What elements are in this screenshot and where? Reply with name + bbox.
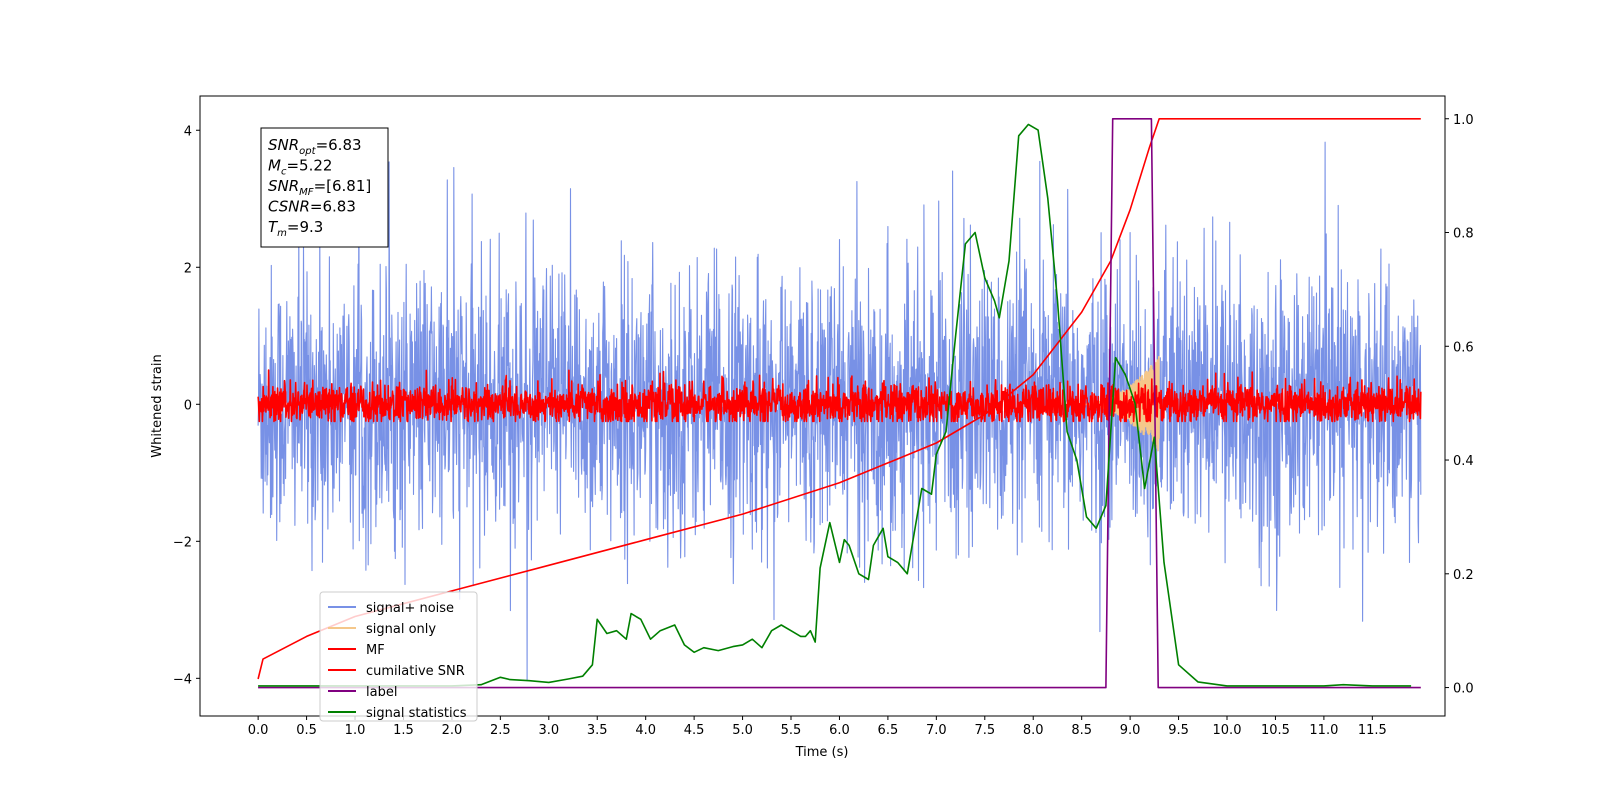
x-tick-label: 11.5: [1358, 723, 1387, 738]
y-tick-label: −2: [173, 535, 192, 550]
series-line-mf: [257, 369, 1422, 423]
y-axis-title: Whitened strain: [150, 354, 165, 457]
y2-tick-label: 0.0: [1453, 682, 1474, 697]
x-tick-label: 1.5: [393, 723, 414, 738]
x-tick-label: 7.5: [974, 723, 995, 738]
y-axis-right: 0.0 0.2 0.4 0.6 0.8 1.0: [1445, 113, 1474, 697]
x-tick-label: 4.0: [635, 723, 656, 738]
x-tick-label: 4.5: [684, 723, 705, 738]
x-tick-label: 2.5: [490, 723, 511, 738]
x-axis: 0.0 0.5 1.0 1.5 2.0 2.5 3.0 3.5 4.0 4.5 5.0 5.5 6.0 6…: [248, 716, 1387, 738]
annotation-line: SNRMF=[6.81]: [268, 177, 371, 198]
x-axis-title: Time (s): [795, 745, 849, 760]
legend-label: MF: [366, 643, 385, 658]
y2-tick-label: 0.2: [1453, 568, 1474, 583]
y2-tick-label: 1.0: [1453, 113, 1474, 128]
x-tick-label: 9.0: [1120, 723, 1141, 738]
x-tick-label: 11.0: [1309, 723, 1338, 738]
legend-label: signal statistics: [366, 706, 467, 721]
x-tick-label: 3.5: [587, 723, 608, 738]
y-tick-label: 0: [184, 398, 192, 413]
x-tick-label: 0.0: [248, 723, 269, 738]
y-tick-label: −4: [173, 672, 192, 687]
x-tick-label: 8.5: [1071, 723, 1092, 738]
x-tick-label: 3.0: [538, 723, 559, 738]
x-tick-label: 5.5: [781, 723, 802, 738]
y2-tick-label: 0.6: [1453, 340, 1474, 355]
legend: signal+ noise signal only MF cumilative SNR…: [319, 591, 478, 722]
y-axis-left: −4 −2 0 2 4: [173, 124, 200, 687]
y2-tick-label: 0.4: [1453, 454, 1474, 469]
series-line-signal-statistics: [258, 123, 1412, 687]
y-tick-label: 4: [184, 124, 192, 139]
legend-label: cumilative SNR: [366, 664, 465, 679]
legend-label: signal+ noise: [366, 601, 454, 616]
x-tick-label: 2.0: [442, 723, 463, 738]
series-line-label: [258, 118, 1421, 689]
plot-frame: [199, 95, 1446, 717]
legend-frame: [319, 591, 478, 722]
x-tick-label: 0.5: [296, 723, 317, 738]
x-tick-label: 6.5: [878, 723, 899, 738]
annotation-line: Tm=9.3: [268, 218, 323, 239]
x-tick-label: 9.5: [1168, 723, 1189, 738]
annotation-frame: [260, 127, 389, 248]
x-tick-label: 6.0: [829, 723, 850, 738]
legend-label: label: [366, 685, 397, 700]
y-tick-label: 2: [184, 261, 192, 276]
x-tick-label: 7.0: [926, 723, 947, 738]
annotation-line: SNRopt=6.83: [268, 136, 362, 157]
annotation-line: CSNR=6.83: [268, 198, 356, 216]
x-tick-label: 1.0: [345, 723, 366, 738]
y2-tick-label: 0.8: [1453, 227, 1474, 242]
legend-label: signal only: [366, 622, 436, 637]
x-tick-label: 8.0: [1023, 723, 1044, 738]
x-tick-label: 10.0: [1213, 723, 1242, 738]
annotation-line: Mc=5.22: [268, 157, 332, 178]
x-tick-label: 10.5: [1261, 723, 1290, 738]
x-tick-label: 5.0: [732, 723, 753, 738]
